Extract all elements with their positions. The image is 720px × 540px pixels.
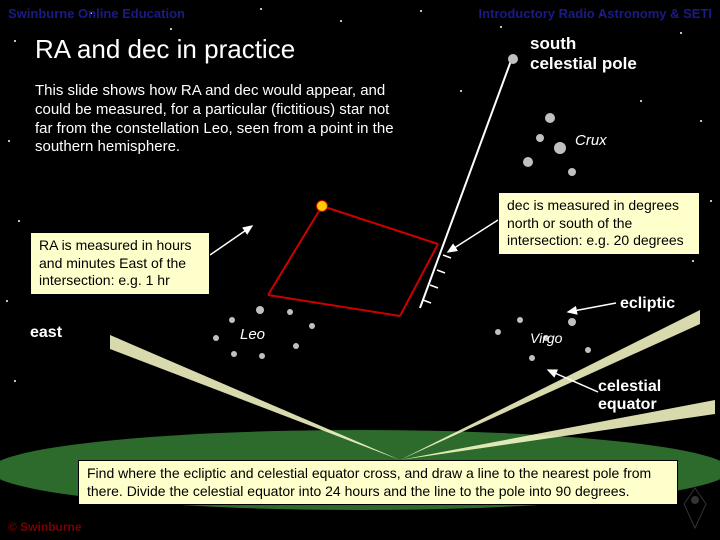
body-text: This slide shows how RA and dec would ap… — [35, 82, 395, 157]
scp-star-icon — [508, 54, 518, 64]
leo-star-icon — [293, 343, 299, 349]
virgo-star-icon — [529, 355, 535, 361]
ecliptic-label: ecliptic — [620, 295, 675, 313]
crux-star-icon — [568, 168, 576, 176]
leo-label: Leo — [240, 326, 265, 343]
leo-star-icon — [287, 309, 293, 315]
virgo-star-icon — [585, 347, 591, 353]
virgo-star-icon — [495, 329, 501, 335]
virgo-star-icon — [517, 317, 523, 323]
swinburne-logo-icon — [680, 486, 710, 530]
crux-star-icon — [523, 157, 533, 167]
leo-star-icon — [309, 323, 315, 329]
target-star-icon — [316, 200, 328, 212]
scp-label: southcelestial pole — [530, 34, 637, 73]
virgo-star-icon — [568, 318, 576, 326]
header-left: Swinburne Online Education — [8, 6, 185, 21]
ra-info-box: RA is measured in hours and minutes East… — [30, 232, 210, 295]
instructions-box: Find where the ecliptic and celestial eq… — [78, 460, 678, 505]
header-right: Introductory Radio Astronomy & SETI — [478, 6, 712, 21]
crux-star-icon — [545, 113, 555, 123]
celestial-equator-label: celestialequator — [598, 378, 661, 415]
page-title: RA and dec in practice — [35, 34, 295, 65]
leo-star-icon — [259, 353, 265, 359]
leo-star-icon — [256, 306, 264, 314]
crux-star-icon — [536, 134, 544, 142]
crux-label: Crux — [575, 132, 607, 149]
virgo-label: Virgo — [530, 330, 562, 346]
leo-star-icon — [213, 335, 219, 341]
crux-star-icon — [554, 142, 566, 154]
leo-star-icon — [229, 317, 235, 323]
leo-star-icon — [231, 351, 237, 357]
east-label: east — [30, 324, 62, 342]
copyright: © Swinburne — [8, 520, 82, 534]
dec-info-box: dec is measured in degrees north or sout… — [498, 192, 700, 255]
